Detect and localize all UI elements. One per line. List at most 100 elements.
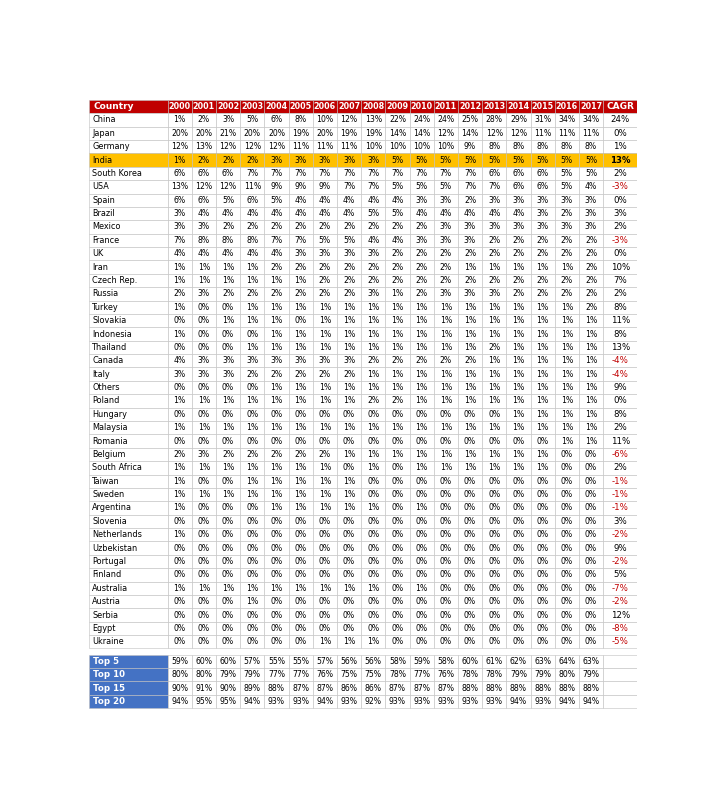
- Text: 0%: 0%: [222, 557, 234, 566]
- Text: UK: UK: [92, 250, 103, 258]
- Text: 79%: 79%: [534, 670, 551, 679]
- Text: 1%: 1%: [464, 383, 476, 392]
- Text: 1%: 1%: [198, 262, 210, 272]
- Text: 2%: 2%: [222, 450, 234, 459]
- Text: 2%: 2%: [585, 276, 597, 285]
- Bar: [530, 542, 554, 555]
- Bar: [216, 608, 240, 622]
- Bar: [506, 528, 530, 542]
- Bar: [337, 474, 361, 488]
- Bar: [240, 461, 264, 474]
- Bar: [603, 234, 637, 247]
- Text: 1%: 1%: [343, 302, 355, 312]
- Text: Spain: Spain: [92, 196, 115, 205]
- Bar: [216, 502, 240, 514]
- Text: 1%: 1%: [246, 423, 258, 432]
- Bar: [216, 448, 240, 461]
- Bar: [530, 140, 554, 154]
- Text: 1%: 1%: [416, 450, 428, 459]
- Text: 0%: 0%: [585, 638, 597, 646]
- Bar: [289, 654, 313, 668]
- Text: 1%: 1%: [270, 316, 282, 325]
- Text: 0%: 0%: [513, 544, 525, 553]
- Bar: [579, 194, 603, 207]
- Bar: [240, 194, 264, 207]
- Bar: [603, 220, 637, 234]
- Bar: [385, 220, 409, 234]
- Bar: [530, 166, 554, 180]
- Text: 3%: 3%: [585, 209, 597, 218]
- Text: 0%: 0%: [561, 517, 573, 526]
- Bar: [240, 301, 264, 314]
- Bar: [554, 274, 579, 287]
- Text: 1%: 1%: [319, 490, 331, 499]
- Text: 1%: 1%: [173, 262, 185, 272]
- Bar: [361, 220, 385, 234]
- Bar: [385, 682, 409, 694]
- Text: 4%: 4%: [246, 209, 258, 218]
- Text: 2%: 2%: [343, 262, 355, 272]
- Text: 2%: 2%: [295, 370, 307, 378]
- Bar: [530, 694, 554, 708]
- Text: 1%: 1%: [246, 316, 258, 325]
- Text: 1%: 1%: [513, 370, 525, 378]
- Text: 2%: 2%: [392, 276, 404, 285]
- Bar: [240, 694, 264, 708]
- Bar: [482, 461, 506, 474]
- Bar: [240, 327, 264, 341]
- Bar: [385, 514, 409, 528]
- Bar: [458, 126, 482, 140]
- Text: 0%: 0%: [198, 343, 210, 352]
- Bar: [434, 301, 458, 314]
- Bar: [168, 654, 192, 668]
- Bar: [289, 207, 313, 220]
- Bar: [216, 180, 240, 194]
- Bar: [458, 434, 482, 448]
- Text: 1%: 1%: [270, 383, 282, 392]
- Text: 3%: 3%: [270, 155, 282, 165]
- Bar: [409, 166, 434, 180]
- Text: 0%: 0%: [440, 638, 452, 646]
- Text: 63%: 63%: [534, 657, 551, 666]
- Bar: [88, 488, 168, 502]
- Bar: [264, 448, 289, 461]
- Bar: [240, 622, 264, 635]
- Text: 90%: 90%: [219, 683, 236, 693]
- Bar: [506, 421, 530, 434]
- Text: 0%: 0%: [246, 610, 258, 619]
- Text: 4%: 4%: [319, 196, 331, 205]
- Bar: [168, 261, 192, 274]
- Bar: [216, 461, 240, 474]
- Text: 0%: 0%: [561, 490, 573, 499]
- Bar: [88, 514, 168, 528]
- Text: 19%: 19%: [292, 129, 309, 138]
- Bar: [168, 367, 192, 381]
- Bar: [434, 381, 458, 394]
- Bar: [603, 461, 637, 474]
- Text: China: China: [92, 115, 116, 125]
- Bar: [216, 595, 240, 608]
- Text: 0%: 0%: [246, 624, 258, 633]
- Bar: [337, 682, 361, 694]
- Text: 0%: 0%: [561, 638, 573, 646]
- Text: Others: Others: [92, 383, 120, 392]
- Bar: [409, 194, 434, 207]
- Text: 2%: 2%: [416, 222, 428, 231]
- Bar: [240, 341, 264, 354]
- Text: 2%: 2%: [537, 276, 549, 285]
- Text: 0%: 0%: [464, 503, 476, 513]
- Bar: [289, 421, 313, 434]
- Bar: [409, 154, 434, 166]
- Bar: [88, 502, 168, 514]
- Bar: [337, 448, 361, 461]
- Bar: [216, 274, 240, 287]
- Bar: [554, 568, 579, 582]
- Bar: [313, 694, 337, 708]
- Bar: [579, 408, 603, 421]
- Bar: [385, 694, 409, 708]
- Bar: [554, 514, 579, 528]
- Text: 6%: 6%: [173, 169, 185, 178]
- Text: 28%: 28%: [486, 115, 503, 125]
- Bar: [313, 542, 337, 555]
- Text: 0%: 0%: [488, 584, 501, 593]
